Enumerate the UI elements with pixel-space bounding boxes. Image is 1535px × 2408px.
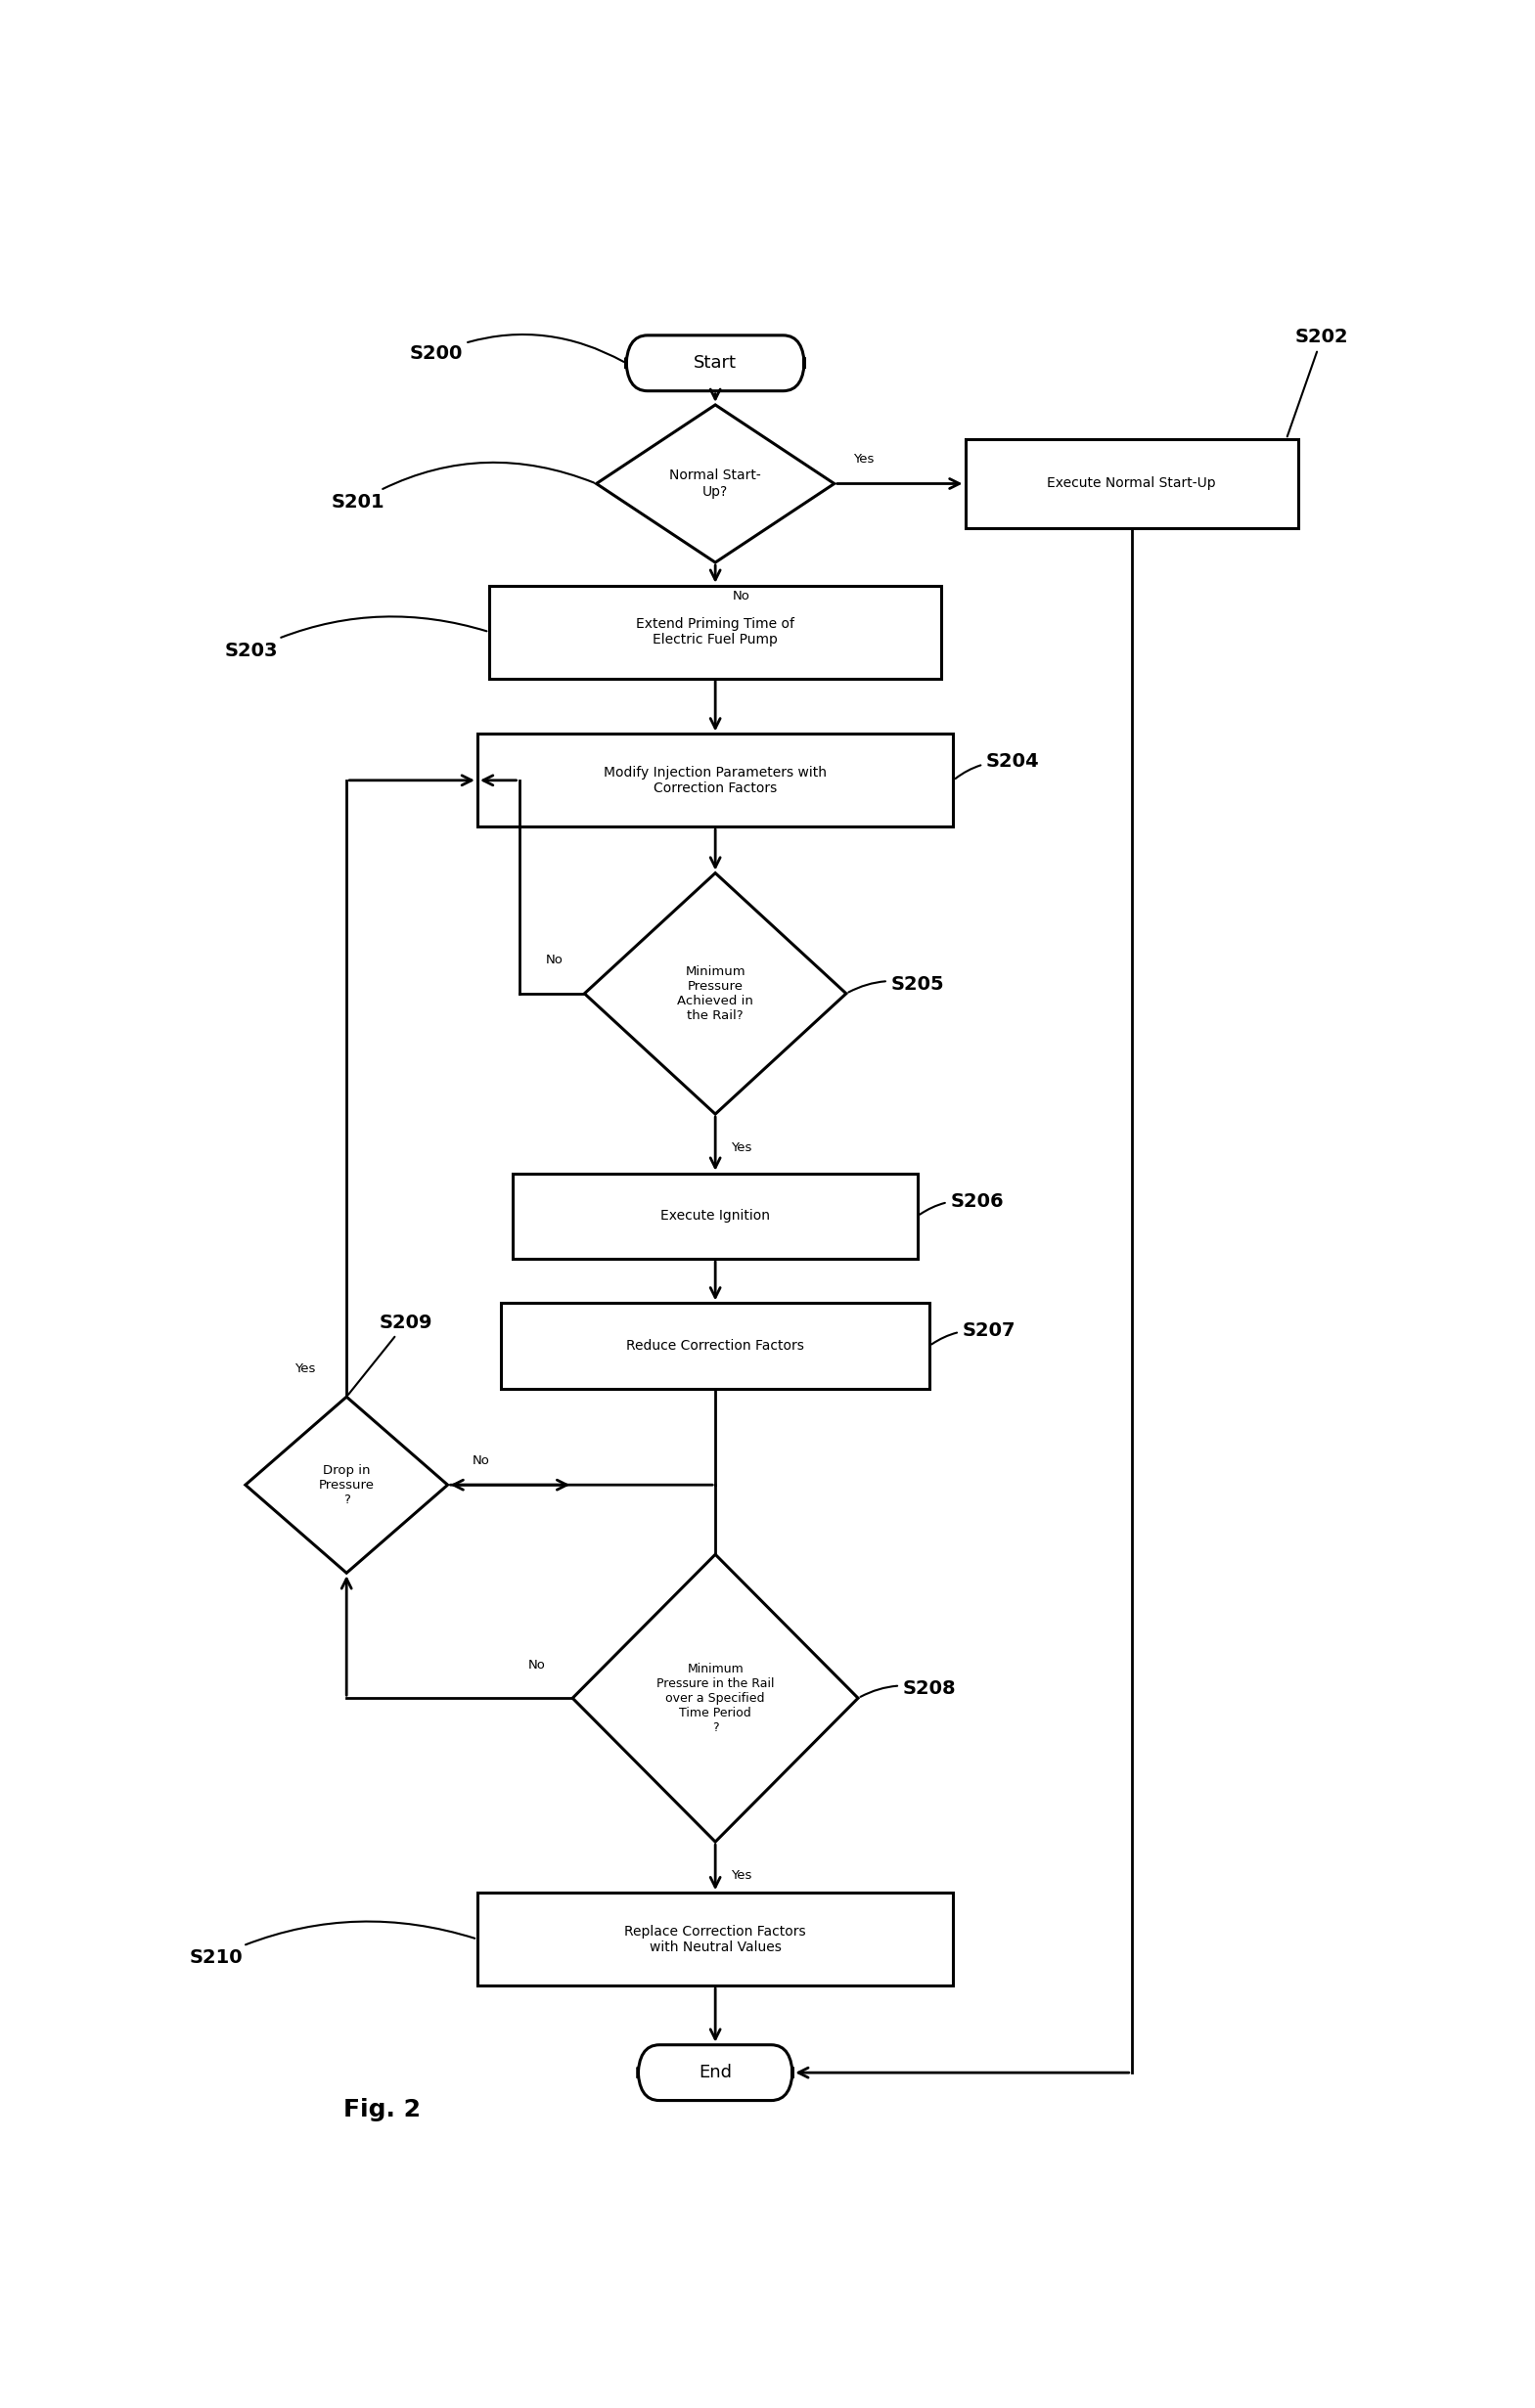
Text: S205: S205	[849, 975, 944, 995]
Bar	[477, 734, 953, 826]
FancyBboxPatch shape	[639, 2044, 792, 2100]
Bar	[477, 1893, 953, 1987]
Text: No: No	[546, 954, 563, 966]
Text: S201: S201	[332, 462, 594, 510]
Text: No: No	[528, 1659, 545, 1671]
Text: Start: Start	[694, 354, 737, 371]
Text: No: No	[732, 590, 751, 602]
Text: Execute Ignition: Execute Ignition	[660, 1209, 771, 1223]
Polygon shape	[585, 874, 846, 1115]
Text: S209: S209	[348, 1312, 433, 1394]
Bar	[513, 1173, 918, 1259]
Text: Normal Start-
Up?: Normal Start- Up?	[669, 470, 761, 498]
Text: No: No	[473, 1454, 490, 1466]
Text: Yes: Yes	[731, 1141, 752, 1153]
Bar	[966, 438, 1299, 527]
Text: S208: S208	[861, 1678, 956, 1698]
Text: S207: S207	[932, 1322, 1016, 1344]
Text: Minimum
Pressure
Achieved in
the Rail?: Minimum Pressure Achieved in the Rail?	[677, 966, 754, 1021]
Text: Yes: Yes	[295, 1363, 315, 1375]
Text: S204: S204	[955, 751, 1039, 778]
Text: S206: S206	[919, 1192, 1004, 1214]
FancyBboxPatch shape	[626, 335, 804, 390]
Text: S203: S203	[224, 616, 487, 660]
Text: Extend Priming Time of
Electric Fuel Pump: Extend Priming Time of Electric Fuel Pum…	[635, 616, 795, 648]
Text: S210: S210	[189, 1922, 474, 1967]
Text: S202: S202	[1288, 327, 1349, 436]
Text: Fig. 2: Fig. 2	[344, 2097, 421, 2121]
Bar	[502, 1303, 930, 1389]
Text: Replace Correction Factors
with Neutral Values: Replace Correction Factors with Neutral …	[625, 1924, 806, 1953]
Text: S200: S200	[410, 335, 623, 364]
Text: Reduce Correction Factors: Reduce Correction Factors	[626, 1339, 804, 1353]
Polygon shape	[246, 1397, 448, 1572]
Text: Drop in
Pressure
?: Drop in Pressure ?	[319, 1464, 375, 1505]
Text: End: End	[698, 2064, 732, 2081]
Polygon shape	[573, 1556, 858, 1842]
Text: Minimum
Pressure in the Rail
over a Specified
Time Period
?: Minimum Pressure in the Rail over a Spec…	[657, 1662, 774, 1734]
Text: Execute Normal Start-Up: Execute Normal Start-Up	[1047, 477, 1216, 491]
Text: Modify Injection Parameters with
Correction Factors: Modify Injection Parameters with Correct…	[603, 766, 827, 795]
Text: Yes: Yes	[731, 1869, 752, 1881]
Bar	[490, 585, 941, 679]
Polygon shape	[596, 405, 835, 563]
Text: Yes: Yes	[853, 453, 875, 465]
